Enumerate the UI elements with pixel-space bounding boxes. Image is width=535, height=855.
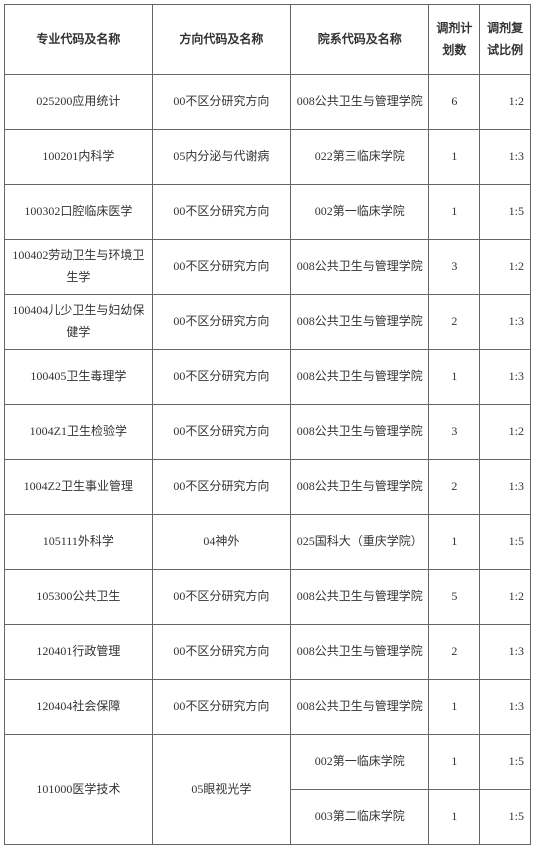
cell-direction: 00不区分研究方向 [152,570,290,625]
cell-major: 100404儿少卫生与妇幼保健学 [5,295,153,350]
cell-department: 025国科大（重庆学院） [291,515,429,570]
cell-direction: 05眼视光学 [152,735,290,845]
cell-department: 008公共卫生与管理学院 [291,240,429,295]
cell-department: 008公共卫生与管理学院 [291,405,429,460]
cell-ratio: 1:2 [480,570,531,625]
cell-ratio: 1:3 [480,350,531,405]
table-row: 025200应用统计00不区分研究方向008公共卫生与管理学院61:2 [5,75,531,130]
cell-ratio: 1:3 [480,295,531,350]
table-row: 105111外科学04神外025国科大（重庆学院）11:5 [5,515,531,570]
cell-major: 100201内科学 [5,130,153,185]
cell-ratio: 1:5 [480,790,531,845]
cell-direction: 04神外 [152,515,290,570]
cell-plan: 3 [429,240,480,295]
cell-plan: 3 [429,405,480,460]
cell-plan: 2 [429,625,480,680]
cell-ratio: 1:3 [480,625,531,680]
table-row: 100405卫生毒理学00不区分研究方向008公共卫生与管理学院11:3 [5,350,531,405]
header-row: 专业代码及名称 方向代码及名称 院系代码及名称 调剂计划数 调剂复试比例 [5,5,531,75]
cell-major: 105300公共卫生 [5,570,153,625]
cell-department: 008公共卫生与管理学院 [291,295,429,350]
table-row: 120401行政管理00不区分研究方向008公共卫生与管理学院21:3 [5,625,531,680]
cell-department: 008公共卫生与管理学院 [291,680,429,735]
cell-plan: 2 [429,460,480,515]
cell-ratio: 1:2 [480,405,531,460]
cell-department: 008公共卫生与管理学院 [291,625,429,680]
cell-direction: 05内分泌与代谢病 [152,130,290,185]
cell-direction: 00不区分研究方向 [152,295,290,350]
table-row: 100402劳动卫生与环境卫生学00不区分研究方向008公共卫生与管理学院31:… [5,240,531,295]
cell-plan: 6 [429,75,480,130]
header-direction: 方向代码及名称 [152,5,290,75]
cell-plan: 1 [429,680,480,735]
cell-ratio: 1:3 [480,460,531,515]
cell-plan: 1 [429,515,480,570]
cell-direction: 00不区分研究方向 [152,625,290,680]
cell-department: 008公共卫生与管理学院 [291,570,429,625]
cell-plan: 1 [429,350,480,405]
cell-plan: 5 [429,570,480,625]
admissions-table: 专业代码及名称 方向代码及名称 院系代码及名称 调剂计划数 调剂复试比例 025… [4,4,531,845]
cell-major: 120401行政管理 [5,625,153,680]
cell-plan: 2 [429,295,480,350]
cell-ratio: 1:2 [480,240,531,295]
cell-major: 100405卫生毒理学 [5,350,153,405]
cell-major: 100302口腔临床医学 [5,185,153,240]
cell-ratio: 1:3 [480,680,531,735]
cell-major: 1004Z1卫生检验学 [5,405,153,460]
cell-plan: 1 [429,735,480,790]
cell-plan: 1 [429,790,480,845]
header-department: 院系代码及名称 [291,5,429,75]
cell-ratio: 1:5 [480,735,531,790]
cell-direction: 00不区分研究方向 [152,460,290,515]
cell-plan: 1 [429,185,480,240]
header-major: 专业代码及名称 [5,5,153,75]
cell-department: 008公共卫生与管理学院 [291,75,429,130]
cell-direction: 00不区分研究方向 [152,350,290,405]
cell-department: 002第一临床学院 [291,185,429,240]
table-row: 100404儿少卫生与妇幼保健学00不区分研究方向008公共卫生与管理学院21:… [5,295,531,350]
header-plan: 调剂计划数 [429,5,480,75]
cell-major: 105111外科学 [5,515,153,570]
table-row: 1004Z2卫生事业管理00不区分研究方向008公共卫生与管理学院21:3 [5,460,531,515]
cell-major: 1004Z2卫生事业管理 [5,460,153,515]
cell-major: 025200应用统计 [5,75,153,130]
cell-department: 002第一临床学院 [291,735,429,790]
cell-department: 008公共卫生与管理学院 [291,460,429,515]
table-row: 100302口腔临床医学00不区分研究方向002第一临床学院11:5 [5,185,531,240]
cell-direction: 00不区分研究方向 [152,680,290,735]
cell-major: 120404社会保障 [5,680,153,735]
cell-direction: 00不区分研究方向 [152,185,290,240]
cell-department: 008公共卫生与管理学院 [291,350,429,405]
cell-plan: 1 [429,130,480,185]
cell-ratio: 1:5 [480,515,531,570]
cell-ratio: 1:5 [480,185,531,240]
header-ratio: 调剂复试比例 [480,5,531,75]
table-row: 120404社会保障00不区分研究方向008公共卫生与管理学院11:3 [5,680,531,735]
cell-major: 100402劳动卫生与环境卫生学 [5,240,153,295]
table-row: 1004Z1卫生检验学00不区分研究方向008公共卫生与管理学院31:2 [5,405,531,460]
cell-ratio: 1:3 [480,130,531,185]
table-row: 105300公共卫生00不区分研究方向008公共卫生与管理学院51:2 [5,570,531,625]
cell-direction: 00不区分研究方向 [152,240,290,295]
cell-department: 003第二临床学院 [291,790,429,845]
cell-ratio: 1:2 [480,75,531,130]
cell-direction: 00不区分研究方向 [152,75,290,130]
cell-department: 022第三临床学院 [291,130,429,185]
cell-direction: 00不区分研究方向 [152,405,290,460]
cell-major: 101000医学技术 [5,735,153,845]
table-row: 100201内科学05内分泌与代谢病022第三临床学院11:3 [5,130,531,185]
table-row: 101000医学技术05眼视光学002第一临床学院11:5 [5,735,531,790]
